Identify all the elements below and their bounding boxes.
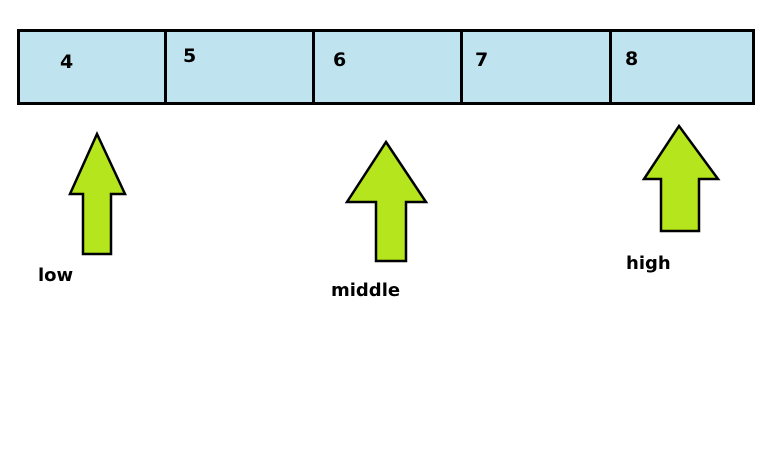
high-arrow-icon (641, 123, 721, 233)
cell-value-0: 4 (60, 51, 74, 73)
cell-divider (312, 32, 315, 102)
cell-value-4: 8 (625, 48, 639, 70)
low-label: low (38, 265, 74, 286)
cell-divider (460, 32, 463, 102)
cell-divider (609, 32, 612, 102)
low-arrow-icon (68, 130, 127, 256)
middle-arrow-icon (344, 139, 429, 263)
cell-value-3: 7 (475, 49, 489, 71)
high-label: high (626, 253, 671, 274)
cell-value-2: 6 (333, 49, 347, 71)
cell-value-1: 5 (183, 45, 197, 67)
cell-divider (164, 32, 167, 102)
middle-label: middle (331, 280, 401, 301)
array-row: 4 5 6 7 8 (17, 29, 755, 105)
